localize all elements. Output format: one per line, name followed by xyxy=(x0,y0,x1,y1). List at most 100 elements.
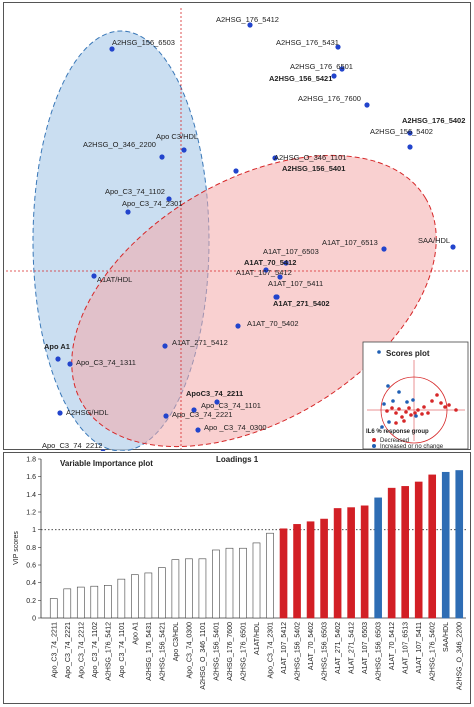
loading-point-label: Apo_C3_74_1311 xyxy=(76,358,136,367)
scores-inset: Scores plot IL6 % response group Decreas… xyxy=(362,341,469,450)
score-point-decreased xyxy=(416,408,420,412)
loading-point xyxy=(166,196,172,202)
loading-point-label: A1AT_70_5402 xyxy=(247,319,299,328)
vip-bar xyxy=(320,518,328,619)
vip-x-tick-label: Apo_C3_74_2211 xyxy=(51,622,58,678)
vip-x-tick-label: A1AT_107_6513 xyxy=(403,622,410,674)
loading-point xyxy=(191,407,197,413)
score-point-decreased xyxy=(420,412,424,416)
vip-bar xyxy=(76,586,85,619)
vip-y-tick-label: 0.6 xyxy=(26,563,36,570)
vip-y-tick-label: 0.8 xyxy=(26,545,36,552)
vip-x-tick-label: SAA/HDL xyxy=(443,622,450,652)
score-point-increased xyxy=(377,350,381,354)
score-point-increased xyxy=(411,398,415,402)
loading-point-label: A2HSG/HDL xyxy=(66,408,109,417)
loading-point xyxy=(109,46,115,52)
vip-bar xyxy=(293,524,301,619)
vip-bar xyxy=(374,497,382,619)
vip-x-tick-label: A1AT_70_5402 xyxy=(308,622,315,670)
loading-point xyxy=(125,209,131,215)
vip-x-tick-label: Apo_C3_74_2221 xyxy=(65,622,72,679)
score-point-decreased xyxy=(430,399,434,403)
loading-point-label: A2HSG_O_346_1101 xyxy=(274,153,346,162)
vip-bar xyxy=(144,572,153,619)
vip-bar xyxy=(401,486,409,619)
vip-y-tick-label: 0.2 xyxy=(26,598,36,605)
vip-bar xyxy=(279,528,288,619)
loading-point xyxy=(233,168,239,174)
vip-bar xyxy=(387,487,396,619)
loading-point xyxy=(450,244,456,250)
loading-point xyxy=(91,273,97,279)
score-point-increased xyxy=(414,414,418,418)
loading-point-label: Apo_C3_74_1101 xyxy=(201,401,261,410)
loading-point xyxy=(273,294,279,300)
loading-point xyxy=(67,361,73,367)
vip-y-tick-label: 0.4 xyxy=(26,580,36,587)
loading-point-label: A2HSG_176_5431 xyxy=(276,38,339,47)
vip-bar xyxy=(347,507,355,619)
loading-point xyxy=(55,356,61,362)
loading-point-label: A1AT_70_5412 xyxy=(244,258,296,267)
loading-point-label: A1AT/HDL xyxy=(97,275,132,284)
vip-y-tick-label: 1.4 xyxy=(26,492,36,499)
loading-point-label: A1AT_271_5402 xyxy=(273,299,330,308)
vip-y-tick-label: 1.2 xyxy=(26,510,36,517)
vip-bar xyxy=(428,474,437,619)
score-point-decreased xyxy=(426,411,430,415)
loading-point-label: A1AT_107_5411 xyxy=(268,279,323,288)
loadings-plot-panel: A2HSG_176_5412 A2HSG_156_6503 A2HSG_176_54… xyxy=(3,2,471,451)
loading-point-label: Apo_C3_74_2301 xyxy=(122,199,182,208)
loading-point xyxy=(263,267,269,273)
vip-x-tick-label: Apo A1 xyxy=(132,622,139,645)
score-point-decreased xyxy=(394,421,398,425)
legend-increased-label: Increased or no change xyxy=(380,444,444,450)
score-point-decreased xyxy=(454,408,458,412)
vip-x-tick-label: A2HSG_176_5402 xyxy=(430,622,437,681)
score-point-decreased xyxy=(435,393,439,397)
vip-x-tick-label: A1AT/HDL xyxy=(254,622,261,655)
loading-point xyxy=(247,22,253,28)
score-point-increased xyxy=(405,400,409,404)
loading-point xyxy=(335,44,341,50)
vip-bar xyxy=(131,574,139,619)
vip-bar xyxy=(252,542,261,619)
vip-y-tick-label: 0 xyxy=(32,616,36,623)
loading-point-label: Apo A1 xyxy=(44,342,70,351)
vip-x-tick-label: A2HSG_176_5431 xyxy=(146,622,153,681)
vip-bar xyxy=(266,532,274,619)
vip-bar xyxy=(63,588,72,619)
legend-decreased-label: Decreased xyxy=(380,438,409,444)
vip-bar xyxy=(333,508,342,619)
vip-bar xyxy=(414,481,423,619)
vip-bar-chart: Variable Importance plot Loadings 1 VIP … xyxy=(13,455,466,690)
vip-x-tick-label: A2HSG_156_5421 xyxy=(159,622,166,681)
loading-point xyxy=(100,449,106,451)
loading-point xyxy=(407,144,413,150)
vip-x-tick-label: A2HSG_156_5402 xyxy=(295,622,302,681)
score-point-decreased xyxy=(413,411,417,415)
vip-x-tick-label: A1AT_271_5402 xyxy=(335,622,342,674)
score-point-decreased xyxy=(422,405,426,409)
vip-bar xyxy=(185,558,193,619)
score-point-decreased xyxy=(409,413,413,417)
loading-point-label: A1AT_107_6503 xyxy=(263,247,319,256)
loading-point xyxy=(235,323,241,329)
vip-x-tick-label: A2HSG_176_7600 xyxy=(227,622,234,681)
vip-y-axis-label: VIP scores xyxy=(13,531,20,565)
loading-point xyxy=(272,155,278,161)
loading-point-label: A2HSG_156_5402 xyxy=(370,127,433,136)
vip-x-tick-label: A2HSG_O_346_1101 xyxy=(200,622,207,690)
loading-point xyxy=(381,246,387,252)
vip-x-tick-label: Apo_C3_74_0300 xyxy=(186,622,193,679)
vip-bar xyxy=(90,585,99,619)
scores-points xyxy=(377,350,458,429)
loading-point xyxy=(162,343,168,349)
loading-point-label: A1AT_107_6513 xyxy=(322,238,378,247)
score-point-increased xyxy=(380,425,384,429)
vip-bar xyxy=(455,470,464,619)
loading-point xyxy=(339,66,345,72)
score-point-decreased xyxy=(447,403,451,407)
score-point-increased xyxy=(386,384,390,388)
